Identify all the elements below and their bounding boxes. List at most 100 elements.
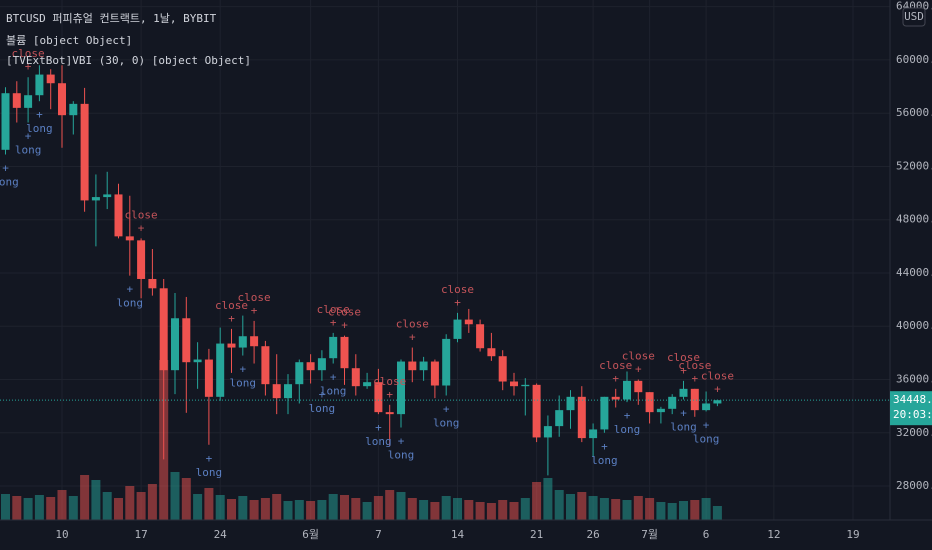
candle-body — [272, 384, 281, 399]
candle-body — [363, 382, 372, 387]
volume-bar — [566, 494, 575, 520]
signal-label: close — [678, 359, 711, 372]
candle-body — [58, 83, 66, 116]
x-tick-label: 21 — [530, 528, 543, 541]
volume-bar — [577, 492, 587, 520]
volume-bar — [430, 502, 440, 520]
x-tick-label: 6 — [703, 528, 710, 541]
close-marker: + — [409, 331, 416, 344]
signal-label: close — [215, 299, 248, 312]
candle-body — [125, 236, 134, 241]
long-marker: + — [375, 421, 382, 434]
volume-bar — [23, 498, 33, 520]
signal-label: long — [15, 144, 42, 157]
indicator-label: [TVExtBot]VBI (30, 0) [object Object] — [6, 54, 251, 67]
candle-body — [521, 384, 530, 387]
signal-label: long — [309, 402, 336, 415]
candle-body — [317, 358, 326, 371]
last-price-label: 34448.0 — [893, 393, 932, 406]
volume-bar — [102, 492, 112, 520]
candle-body — [374, 382, 383, 413]
currency-button[interactable] — [902, 7, 926, 27]
volume-bar — [520, 498, 530, 520]
volume-bar — [486, 503, 496, 520]
signal-label: close — [701, 369, 734, 382]
volume-bar — [396, 492, 406, 520]
signal-label: close — [599, 359, 632, 372]
volume-bar — [147, 484, 157, 520]
candle-body — [227, 343, 236, 348]
volume-pane — [1, 360, 722, 520]
candle-body — [91, 197, 100, 201]
volume-bar — [91, 480, 101, 520]
signals: +long+long+close+long+long+close+long+cl… — [0, 47, 734, 479]
last-price-badge — [890, 391, 932, 426]
currency[interactable]: USD — [904, 10, 924, 23]
candle-body — [1, 93, 10, 150]
volume-bar — [294, 500, 304, 520]
long-marker: + — [2, 161, 9, 174]
candle-body — [238, 336, 247, 348]
signal-label: close — [373, 375, 406, 388]
y-tick-label: 56000.0 — [896, 106, 932, 119]
candle-body — [408, 361, 417, 371]
long-marker: + — [126, 283, 133, 296]
candle-body — [137, 240, 146, 279]
candles — [1, 65, 722, 476]
volume-bar — [690, 500, 700, 520]
volume-bar — [351, 498, 361, 520]
signal-label: long — [388, 448, 415, 461]
candle-body — [385, 412, 394, 415]
close-marker: + — [454, 296, 461, 309]
signal-label: close — [622, 350, 655, 363]
volume-bar — [57, 490, 67, 520]
volume-bar — [181, 478, 191, 520]
volume-bar — [453, 498, 462, 520]
candle-body — [589, 429, 598, 439]
candle-body — [679, 388, 688, 397]
volume-bar — [283, 501, 293, 520]
signal-label: long — [230, 377, 257, 390]
candle-body — [24, 95, 33, 108]
candle-body — [351, 368, 360, 387]
long-marker: + — [36, 108, 43, 121]
signal-label: long — [614, 423, 641, 436]
signal-label: long — [117, 297, 144, 310]
volume-bar — [419, 500, 429, 520]
candle-body — [498, 356, 507, 382]
volume-bar — [1, 494, 10, 520]
signal-label: long — [365, 435, 392, 448]
candle-body — [577, 396, 586, 439]
signal-label: long — [196, 466, 223, 479]
candle-body — [46, 74, 55, 84]
y-tick-label: 48000.0 — [896, 213, 932, 226]
volume-bar — [441, 496, 451, 520]
volume-bar — [509, 502, 519, 520]
candle-body — [69, 103, 78, 116]
candle-body — [103, 194, 112, 198]
x-tick-label: 10 — [55, 528, 68, 541]
volume-bar — [532, 482, 542, 520]
volume-bar — [611, 499, 621, 520]
x-tick-label: 7월 — [641, 528, 658, 541]
close-marker: + — [228, 312, 235, 325]
x-tick-label: 24 — [214, 528, 228, 541]
volume-bar — [633, 496, 643, 520]
signal-label: close — [667, 351, 700, 364]
long-marker: + — [680, 406, 687, 419]
volume-bar — [498, 500, 508, 520]
candle-body — [690, 388, 699, 411]
volume-bar — [193, 494, 203, 520]
volume-bar — [622, 500, 632, 520]
candle-body — [600, 396, 609, 430]
long-marker: + — [206, 452, 213, 465]
volume-bar — [46, 497, 56, 520]
y-tick-label: 60000.0 — [896, 53, 932, 66]
candle-body — [464, 319, 473, 325]
candle-body — [193, 359, 202, 363]
close-marker: + — [635, 363, 642, 376]
signal-label: close — [441, 283, 474, 296]
long-marker: + — [319, 388, 326, 401]
volume-bar — [656, 502, 666, 520]
candle-body — [532, 384, 541, 438]
